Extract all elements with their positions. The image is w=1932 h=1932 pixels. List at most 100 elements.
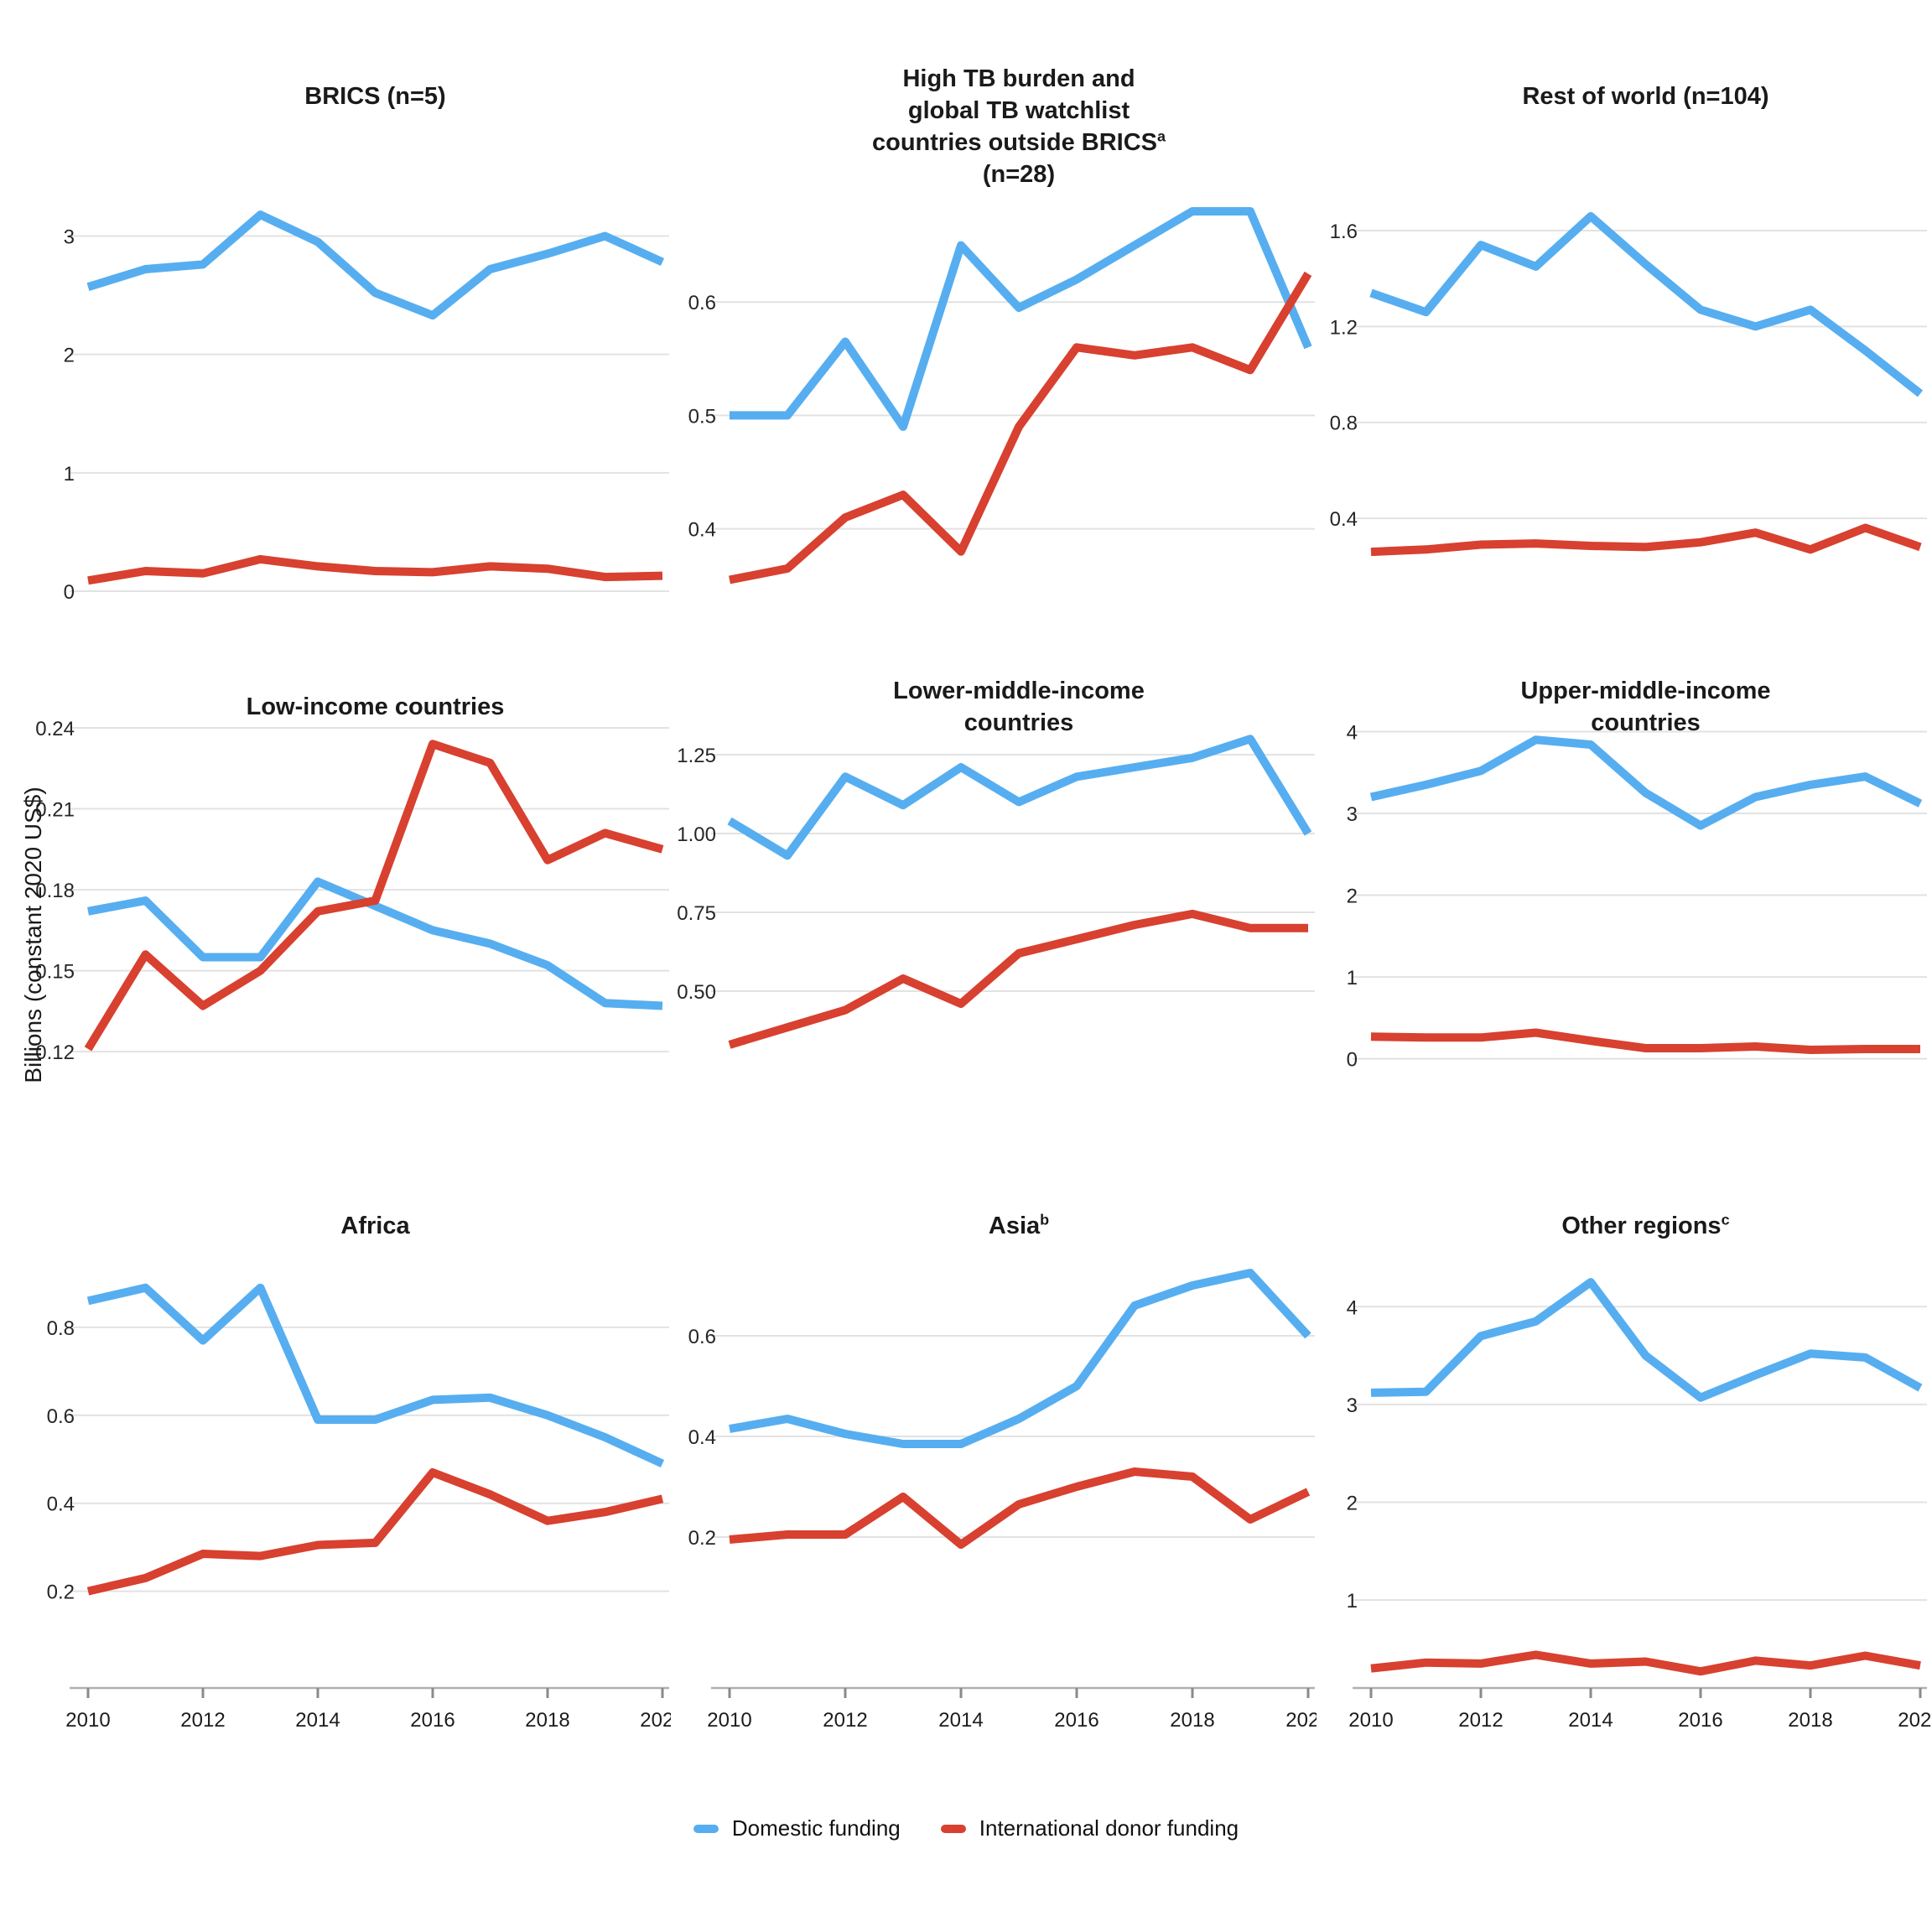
title-superscript: c <box>1721 1211 1730 1228</box>
legend-item-domestic-funding: Domestic funding <box>693 1815 901 1841</box>
y-tick-label: 2 <box>1347 1492 1358 1514</box>
y-tick-label: 0.4 <box>1330 508 1358 531</box>
y-tick-label: 0.6 <box>688 1326 716 1348</box>
y-tick-label: 2 <box>64 345 75 367</box>
chart-svg-rest-of-world: 0.4 0.8 1.2 1.6 <box>1330 211 1927 557</box>
panel-rest-of-world: Rest of world (n=104) 0.4 0.8 1.2 1.6 <box>1317 0 1932 637</box>
panel-lower-middle-income: Lower-middle-income countries 0.50 0.75 1.00… <box>671 637 1317 1161</box>
y-tick-label: 1.25 <box>677 745 716 767</box>
y-tick-label: 0.2 <box>47 1581 75 1604</box>
domestic-funding-line-rest-of-world <box>1369 211 1924 397</box>
x-tick-label: 2020 <box>640 1709 671 1732</box>
y-tick-label: 4 <box>1347 721 1358 744</box>
panel-other-regions: Other regionsc 1 2 3 4 2010 2012 2014 2016 2018 20… <box>1317 1161 1932 1753</box>
international-donor-funding-swatch <box>940 1824 966 1833</box>
x-tick-label: 2012 <box>823 1709 867 1732</box>
domestic-funding-line-africa <box>86 1283 665 1468</box>
y-axis-label: Billions (constant 2020 US$) <box>20 787 46 1083</box>
international-donor-funding-line-brics <box>87 554 663 585</box>
y-tick-label: 2 <box>1347 886 1358 908</box>
x-tick-label: 2010 <box>65 1709 110 1732</box>
y-tick-label: 1.00 <box>677 823 716 846</box>
panel-title-other-regions: Other regionsc <box>1561 1211 1730 1239</box>
x-tick-label: 2014 <box>1568 1709 1613 1732</box>
international-donor-funding-line-high-tb-watchlist <box>729 271 1312 584</box>
chart-svg-upper-middle-income: 0 1 2 3 4 <box>1347 721 1927 1072</box>
panel-africa: Africa 0.2 0.4 0.6 0.8 2010 2012 2014 2016 2018 20… <box>0 1161 671 1753</box>
panel-title-asia: Asiab <box>988 1211 1050 1239</box>
international-donor-funding-line-asia <box>729 1467 1311 1549</box>
y-tick-label: 0.8 <box>1330 413 1358 435</box>
domestic-funding-line-brics <box>86 210 665 320</box>
x-tick-label: 2016 <box>1678 1709 1722 1732</box>
y-tick-label: 1 <box>1347 967 1358 989</box>
panel-asia: Asiab 0.2 0.4 0.6 2010 2012 2014 2016 2018 2020 <box>671 1161 1317 1753</box>
y-tick-label: 0.12 <box>35 1041 75 1064</box>
chart-svg-low-income: 0.12 0.15 0.18 0.21 0.24 <box>35 718 669 1064</box>
y-tick-label: 0.50 <box>677 981 716 1004</box>
x-tick-label: 2012 <box>1458 1709 1503 1732</box>
panel-title-brics: BRICS (n=5) <box>304 83 446 110</box>
x-tick-label: 2018 <box>525 1709 569 1732</box>
x-tick-label: 2020 <box>1285 1709 1317 1732</box>
chart-svg-brics: 0 1 2 3 <box>64 210 669 604</box>
legend-label-international-donor-funding: International donor funding <box>979 1815 1239 1841</box>
panel-title-lower-middle-income: Lower-middle-income countries <box>893 678 1145 736</box>
y-tick-label: 0.4 <box>47 1493 75 1516</box>
y-tick-label: 3 <box>1347 1394 1358 1417</box>
y-tick-label: 0.8 <box>47 1317 75 1340</box>
chart-svg-asia: 0.2 0.4 0.6 2010 2012 2014 2016 2018 2020 <box>688 1269 1317 1732</box>
y-tick-label: 0 <box>64 581 75 604</box>
domestic-funding-line-low-income <box>87 877 663 1010</box>
panel-title-africa: Africa <box>340 1213 410 1239</box>
small-multiples-grid: BRICS (n=5) 0 1 2 3 High TB burden and global … <box>0 0 1932 1753</box>
x-tick-label: 2012 <box>180 1709 225 1732</box>
y-tick-label: 0.24 <box>35 718 75 740</box>
y-tick-label: 1.2 <box>1330 316 1358 339</box>
panel-low-income: Low-income countries 0.12 0.15 0.18 0.21 0.24 <box>0 637 671 1161</box>
y-tick-label: 1 <box>64 463 75 486</box>
panel-brics: BRICS (n=5) 0 1 2 3 <box>0 0 671 637</box>
international-donor-funding-line-africa <box>86 1468 664 1596</box>
x-tick-label: 2018 <box>1170 1709 1214 1732</box>
chart-svg-lower-middle-income: 0.50 0.75 1.00 1.25 <box>677 735 1315 1049</box>
domestic-funding-line-high-tb-watchlist <box>730 207 1312 431</box>
y-tick-label: 0.6 <box>688 292 716 314</box>
title-superscript: a <box>1157 127 1166 145</box>
y-tick-label: 0.4 <box>688 1426 716 1449</box>
international-donor-funding-line-other-regions <box>1370 1650 1921 1676</box>
x-tick-label: 2014 <box>938 1709 983 1732</box>
domestic-funding-line-lower-middle-income <box>727 735 1312 860</box>
legend: Domestic funding International donor fun… <box>0 1815 1932 1841</box>
y-tick-label: 0.21 <box>35 799 75 822</box>
y-tick-label: 0 <box>1347 1049 1358 1072</box>
x-tick-label: 2014 <box>295 1709 340 1732</box>
chart-svg-other-regions: 1 2 3 4 2010 2012 2014 2016 2018 2020 <box>1347 1278 1932 1732</box>
domestic-funding-line-asia <box>729 1269 1311 1448</box>
y-tick-label: 1.6 <box>1330 221 1358 243</box>
legend-label-domestic-funding: Domestic funding <box>731 1815 901 1841</box>
y-tick-label: 0.75 <box>677 902 716 925</box>
chart-svg-africa: 0.2 0.4 0.6 0.8 2010 2012 2014 2016 2018 2020 <box>47 1283 671 1732</box>
legend-item-international-donor-funding: International donor funding <box>940 1815 1239 1841</box>
panel-upper-middle-income: Upper-middle-income countries 0 1 2 3 4 <box>1317 637 1932 1161</box>
y-tick-label: 3 <box>1347 803 1358 826</box>
x-tick-label: 2016 <box>410 1709 454 1732</box>
title-superscript: b <box>1040 1211 1050 1228</box>
y-tick-label: 0.2 <box>688 1527 716 1550</box>
panel-title-high-tb-watchlist: High TB burden and global TB watchlist cou… <box>872 65 1166 188</box>
x-tick-label: 2010 <box>707 1709 751 1732</box>
y-tick-label: 0.6 <box>47 1405 75 1428</box>
y-tick-label: 3 <box>64 226 75 248</box>
panel-high-tb-watchlist: High TB burden and global TB watchlist cou… <box>671 0 1317 637</box>
international-donor-funding-line-lower-middle-income <box>728 909 1308 1049</box>
y-tick-label: 0.5 <box>688 405 716 428</box>
x-tick-label: 2010 <box>1348 1709 1393 1732</box>
domestic-funding-swatch <box>693 1824 719 1833</box>
chart-svg-high-tb-watchlist: 0.4 0.5 0.6 <box>688 207 1315 584</box>
x-tick-label: 2020 <box>1898 1709 1932 1732</box>
x-tick-label: 2016 <box>1054 1709 1098 1732</box>
domestic-funding-line-upper-middle-income <box>1369 735 1923 830</box>
y-tick-label: 0.4 <box>688 519 716 542</box>
panel-title-low-income: Low-income countries <box>246 693 505 720</box>
